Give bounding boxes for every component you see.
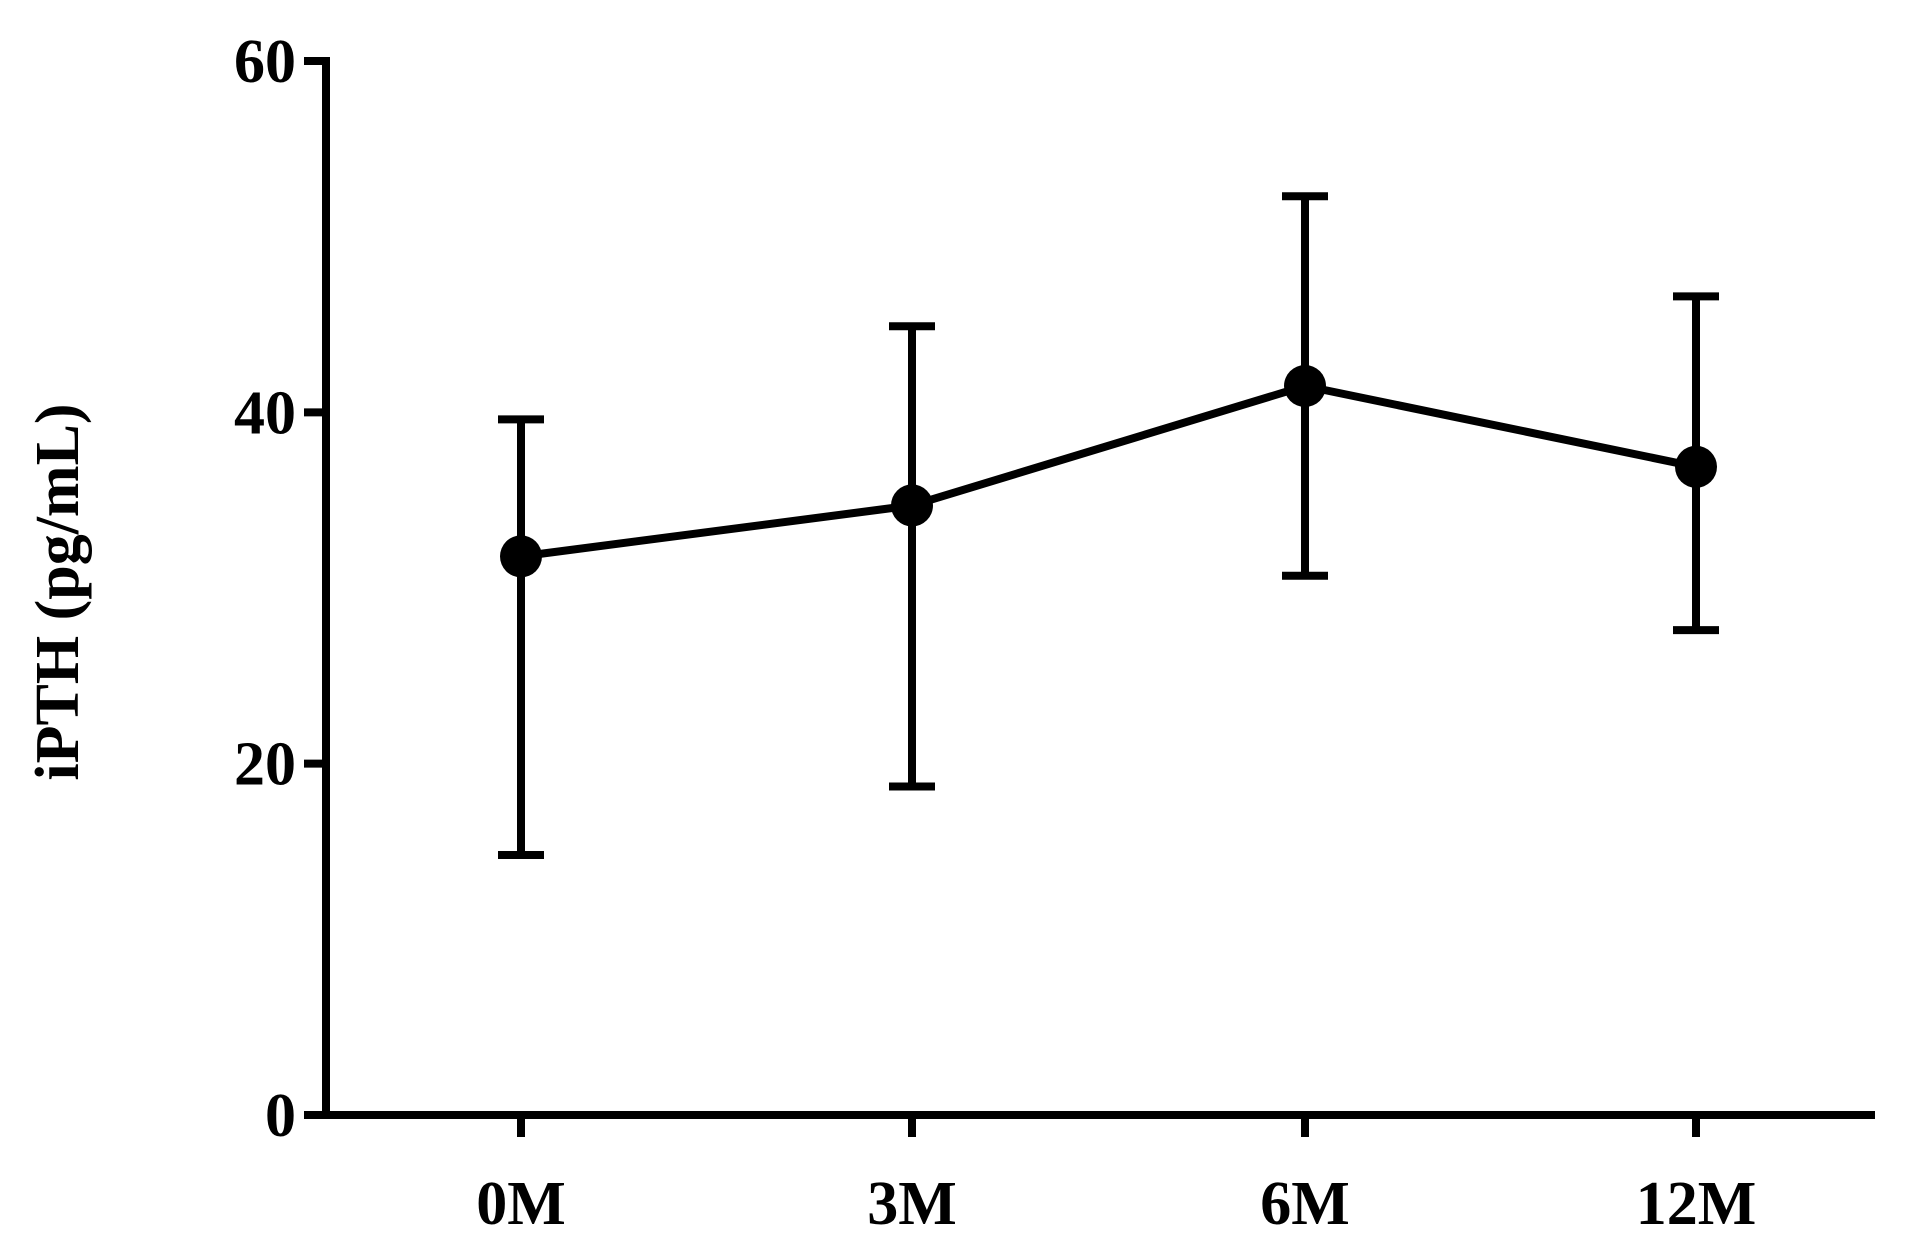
y-tick-label: 60 — [234, 28, 296, 96]
y-tick-label: 40 — [234, 379, 296, 447]
error-bars — [498, 192, 1719, 860]
y-tick-label: 20 — [234, 731, 296, 799]
x-axis: 0M 3M 6M 12M — [322, 1111, 1875, 1238]
x-tick-label: 12M — [1636, 1170, 1757, 1238]
y-axis-title: iPTH (pg/mL) — [24, 403, 92, 780]
x-tick-label: 0M — [476, 1170, 566, 1238]
series-line-group — [520, 381, 1697, 561]
x-tick-label: 3M — [867, 1170, 957, 1238]
data-point — [1675, 445, 1717, 488]
data-point — [1284, 364, 1326, 407]
y-tick-label: 0 — [265, 1082, 296, 1150]
data-point — [500, 535, 542, 578]
x-tick-label: 6M — [1260, 1170, 1350, 1238]
data-point — [891, 484, 933, 527]
series-line — [520, 381, 1697, 561]
data-points — [500, 364, 1717, 578]
y-axis: 0 20 40 60 — [234, 28, 330, 1150]
